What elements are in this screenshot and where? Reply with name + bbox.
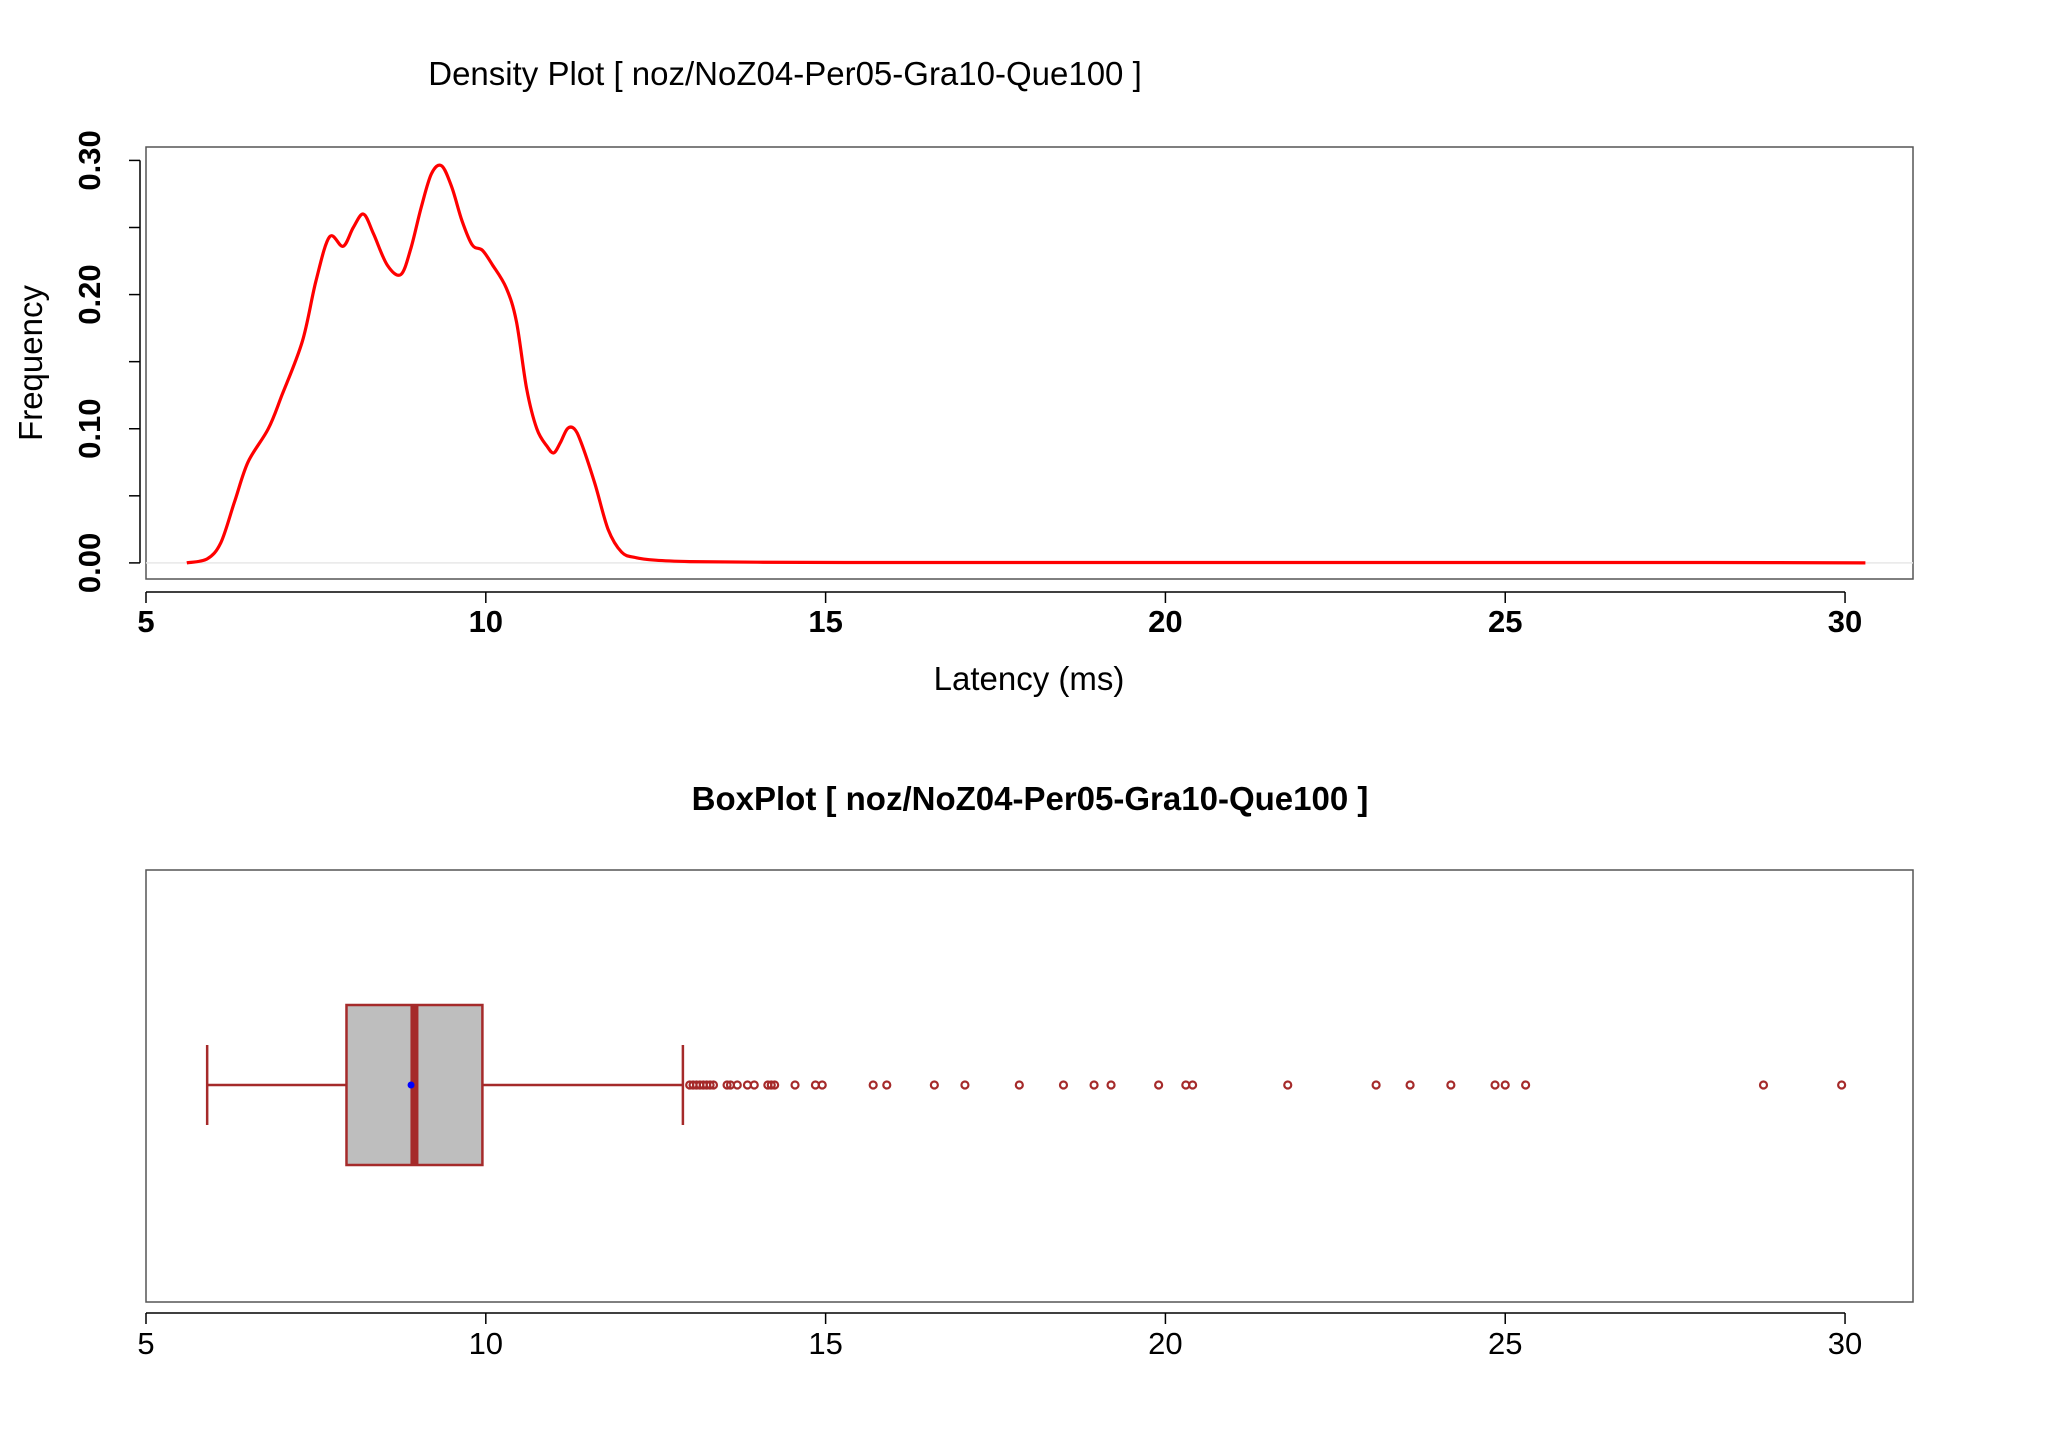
box-outlier-point xyxy=(705,1080,715,1090)
density-x-tick-label: 20 xyxy=(1148,604,1182,639)
box-outlier-point xyxy=(1837,1080,1847,1090)
box-x-tick-label: 15 xyxy=(808,1326,842,1361)
box-outlier-point xyxy=(1371,1080,1381,1090)
box-outlier-point xyxy=(1446,1080,1456,1090)
density-x-tick-label: 25 xyxy=(1488,604,1522,639)
box-x-tick-label: 20 xyxy=(1148,1326,1182,1361)
density-x-axis: 5 10 15 20 25 30 xyxy=(137,591,1862,639)
box-outlier-point xyxy=(766,1080,776,1090)
density-x-tick-label: 5 xyxy=(137,604,154,639)
box-outlier-point xyxy=(1058,1080,1069,1090)
box-marks xyxy=(205,1003,1847,1167)
density-x-tick-label: 15 xyxy=(808,604,842,639)
box-plot-frame xyxy=(145,869,1914,1303)
box-outlier-point xyxy=(868,1080,878,1090)
box-outlier-point xyxy=(882,1080,892,1090)
box-outlier-point xyxy=(770,1080,780,1090)
box-outlier-point xyxy=(1106,1080,1116,1090)
density-panel: Density Plot [ noz/NoZ04-Per05-Gra10-Que… xyxy=(12,55,1914,697)
density-x-tick-label: 30 xyxy=(1828,604,1862,639)
box-title: BoxPlot [ noz/NoZ04-Per05-Gra10-Que100 ] xyxy=(692,780,1369,817)
density-y-tick-label: 0.00 xyxy=(72,533,107,593)
box-outlier-point xyxy=(1014,1080,1024,1090)
box-outlier-point xyxy=(1188,1080,1198,1090)
density-y-tick-label: 0.30 xyxy=(72,130,107,190)
density-curve xyxy=(186,163,1866,565)
box-outlier-point xyxy=(708,1080,719,1090)
box-outlier-point xyxy=(1758,1080,1769,1090)
density-y-axis: 0.00 0.10 0.20 0.30 xyxy=(72,130,141,593)
density-title: Density Plot [ noz/NoZ04-Per05-Gra10-Que… xyxy=(428,55,1142,92)
box-x-tick-label: 5 xyxy=(137,1326,154,1361)
box-outlier-point xyxy=(1490,1080,1500,1090)
density-plot-frame xyxy=(145,146,1914,580)
box-outlier-point xyxy=(1154,1080,1164,1090)
box-outlier-point xyxy=(960,1080,970,1090)
box-outlier-point xyxy=(817,1080,827,1090)
box-outlier-point xyxy=(1521,1080,1531,1090)
box-x-tick-label: 30 xyxy=(1828,1326,1862,1361)
box-outlier-point xyxy=(722,1080,732,1090)
box-x-tick-label: 10 xyxy=(469,1326,503,1361)
box-mean-point xyxy=(407,1081,415,1089)
density-x-axis-label: Latency (ms) xyxy=(934,660,1125,697)
box-outlier-point xyxy=(732,1080,742,1090)
box-outlier-point xyxy=(929,1080,939,1090)
density-y-tick-label: 0.10 xyxy=(72,399,107,459)
box-outlier-point xyxy=(1283,1080,1293,1090)
box-outlier-point xyxy=(1089,1080,1099,1090)
box-panel: BoxPlot [ noz/NoZ04-Per05-Gra10-Que100 ]… xyxy=(137,780,1914,1361)
box-outlier-point xyxy=(790,1080,800,1090)
density-y-tick-label: 0.20 xyxy=(72,264,107,324)
box-outlier-point xyxy=(749,1080,759,1090)
box-outlier-point xyxy=(1405,1080,1415,1090)
density-y-axis-label: Frequency xyxy=(12,285,49,441)
density-x-tick-label: 10 xyxy=(469,604,503,639)
box-x-tick-label: 25 xyxy=(1488,1326,1522,1361)
box-outlier-point xyxy=(1500,1080,1510,1090)
box-x-axis: 5 10 15 20 25 30 xyxy=(137,1312,1862,1361)
